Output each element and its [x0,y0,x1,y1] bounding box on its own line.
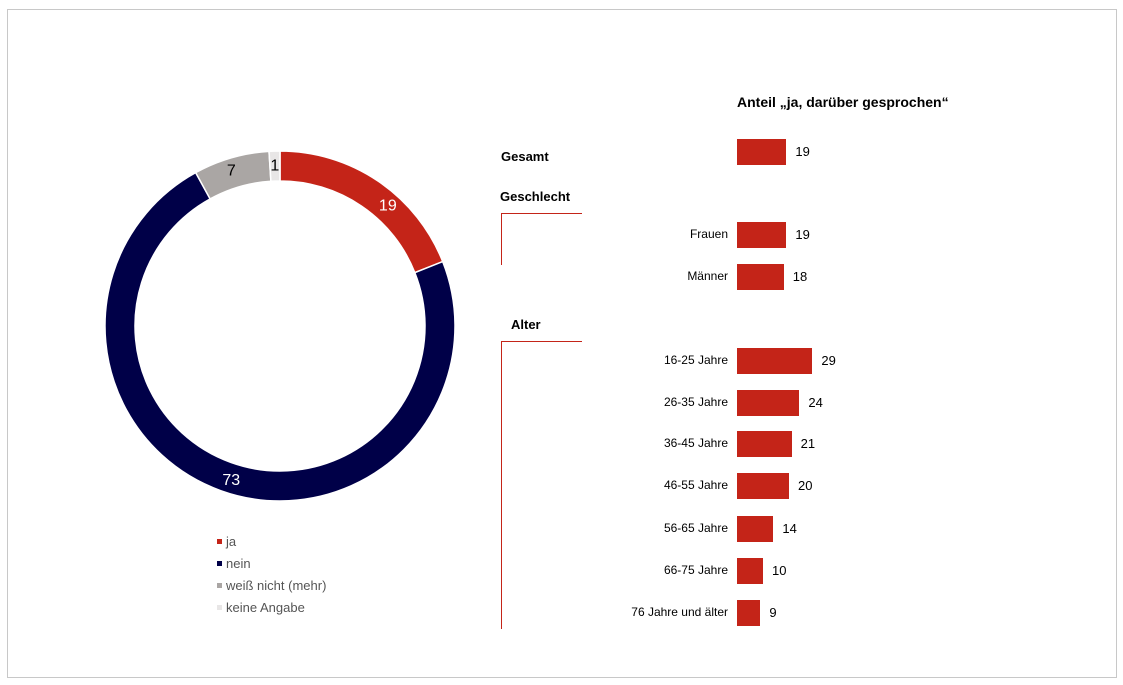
legend-label: weiß nicht (mehr) [226,577,327,593]
legend-swatch [217,604,222,610]
donut-data-label: 7 [227,162,236,179]
bar-chart-title: Anteil „ja, darüber gesprochen“ [737,94,949,110]
legend-swatch [217,582,222,588]
bar [737,348,813,374]
donut-slice-ja [279,150,444,274]
bar-value-label: 20 [798,478,813,493]
legend-item: weiß nicht (mehr) [217,574,326,596]
bar-value-label: 19 [795,144,810,159]
legend-item: nein [217,552,326,574]
donut-slice-keine-angabe [268,150,281,183]
legend-label: nein [226,555,251,571]
category-label: 56-65 Jahre [663,521,728,535]
bar-value-label: 24 [808,395,823,410]
bar [737,473,789,499]
category-label: 46-55 Jahre [663,478,728,492]
donut-data-label: 19 [379,197,397,214]
bar [737,264,784,290]
donut-data-label: 1 [270,157,279,174]
bar-value-label: 10 [772,563,787,578]
group-bracket [501,213,582,265]
category-label: 36-45 Jahre [663,436,728,450]
legend-label: keine Angabe [226,599,305,615]
category-label: 76 Jahre und älter [631,605,728,619]
bar [737,390,800,416]
donut-slice-nein [104,171,456,502]
bar-value-label: 14 [782,521,797,536]
group-label: Gesamt [501,149,549,164]
bar [737,558,763,584]
bar-value-label: 19 [795,227,810,242]
bar [737,222,787,248]
legend-swatch [217,560,222,566]
category-label: 66-75 Jahre [663,563,728,577]
bar [737,139,787,165]
legend-swatch [217,538,222,544]
chart-frame [7,9,1117,678]
donut-legend: ja nein weiß nicht (mehr) keine Angabe [217,530,326,618]
category-label: Männer [687,269,728,283]
legend-label: ja [226,533,237,549]
group-label: Geschlecht [500,189,571,204]
group-label: Alter [511,317,541,332]
bar-value-label: 9 [769,605,777,620]
legend-item: ja [217,530,326,552]
bar [737,600,761,626]
legend-item: keine Angabe [217,596,326,618]
donut-data-label: 73 [222,472,240,489]
category-label: 16-25 Jahre [663,353,728,367]
bar-value-label: 29 [821,353,836,368]
category-label: 26-35 Jahre [663,395,728,409]
category-label: Frauen [689,227,728,241]
bar-value-label: 21 [800,436,816,451]
group-bracket [501,341,582,629]
bar-value-label: 18 [792,269,808,284]
bar [737,516,774,542]
bar [737,431,792,457]
